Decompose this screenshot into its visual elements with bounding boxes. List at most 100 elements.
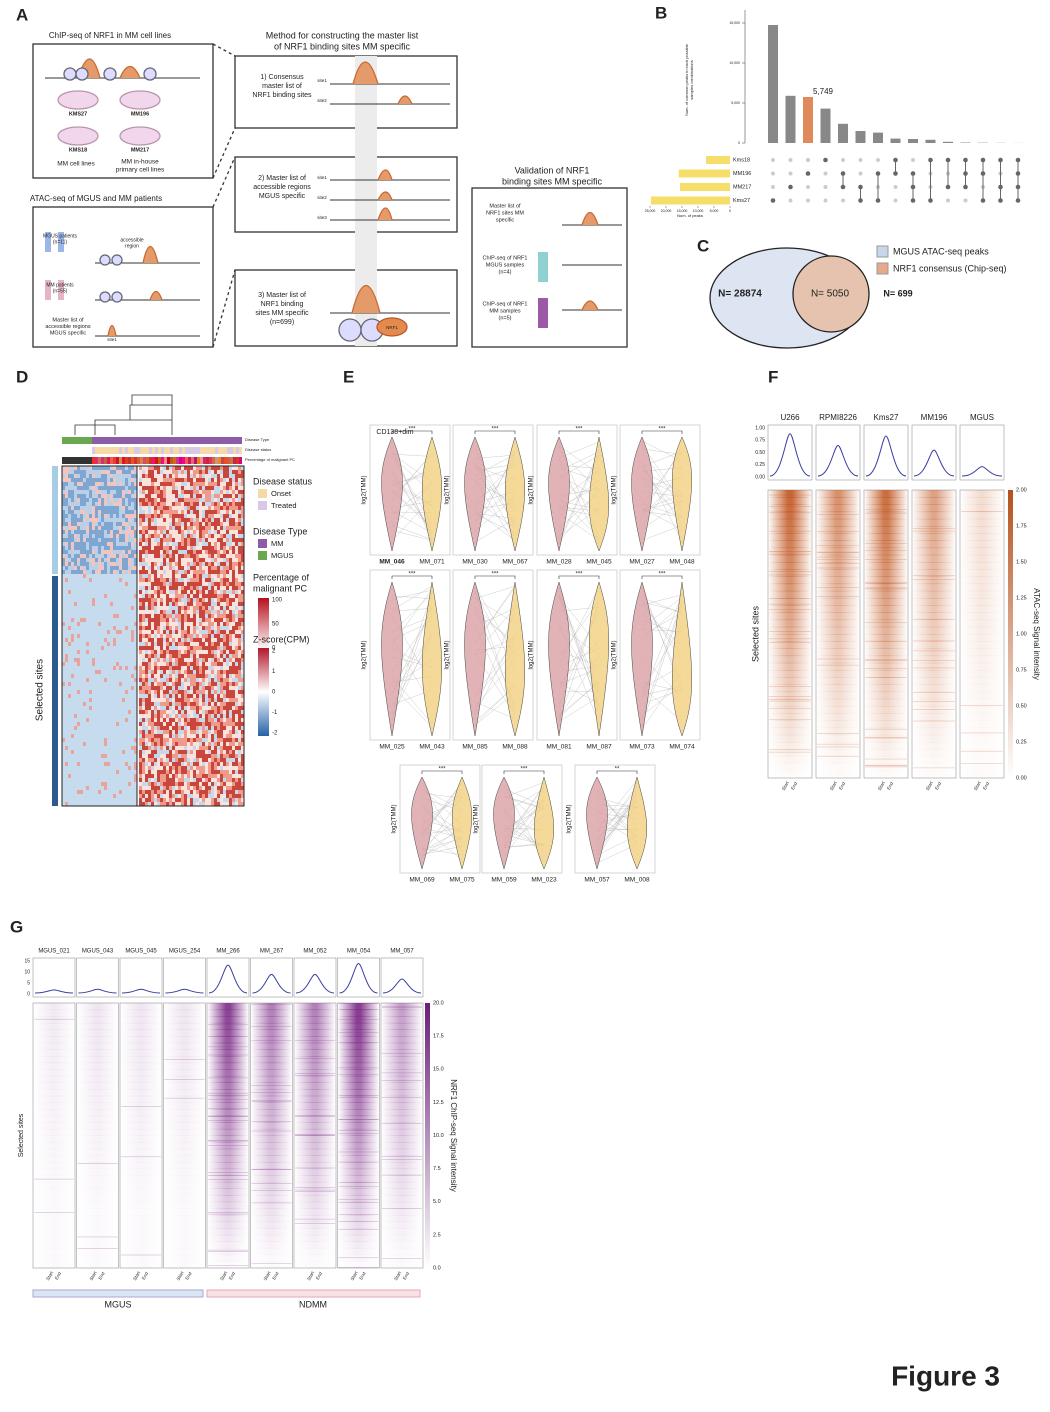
heatmap-cell (128, 726, 131, 730)
heatmap-cell (190, 482, 193, 486)
heatmap-cell (169, 598, 172, 602)
heatmap-cell (65, 530, 68, 534)
heatmap-cell (205, 582, 208, 586)
heatmap-cell (196, 706, 199, 710)
heatmap-cell (163, 546, 166, 550)
heatmap-cell (71, 722, 74, 726)
heatmap-cell (235, 530, 238, 534)
heatmap-cell (62, 526, 65, 530)
heatmap-cell (154, 750, 157, 754)
heatmap-cell (83, 610, 86, 614)
heatmap-cell (163, 538, 166, 542)
heatmap-cell (238, 574, 241, 578)
heatmap-cell (95, 558, 98, 562)
heatmap-cell (193, 610, 196, 614)
heatmap-cell (151, 542, 154, 546)
heatmap-cell (199, 578, 202, 582)
heatmap-cell (83, 482, 86, 486)
heatmap-cell (181, 578, 184, 582)
heatmap-cell (145, 530, 148, 534)
annot-status (167, 447, 170, 454)
heatmap-cell (71, 714, 74, 718)
annot-pct (122, 457, 125, 464)
heatmap-cell (163, 758, 166, 762)
heatmap-cell (178, 582, 181, 586)
heatmap-cell (241, 690, 244, 694)
heatmap-cell (62, 606, 65, 610)
heatmap-cell (68, 758, 71, 762)
heatmap-cell (193, 594, 196, 598)
annot-type (119, 437, 122, 444)
heatmap-cell (142, 622, 145, 626)
heatmap-cell (74, 746, 77, 750)
heatmap-cell (71, 670, 74, 674)
heatmap-cell (211, 742, 214, 746)
heatmap-cell (169, 734, 172, 738)
heatmap-cell (154, 586, 157, 590)
heatmap-cell (223, 614, 226, 618)
heatmap-cell (217, 686, 220, 690)
heatmap-cell (193, 530, 196, 534)
heatmap-cell (104, 522, 107, 526)
heatmap-cell (184, 590, 187, 594)
heatmap-cell (116, 610, 119, 614)
heatmap-cell (80, 558, 83, 562)
heatmap-cell (226, 474, 229, 478)
heatmap-cell (232, 490, 235, 494)
heatmap-cell (107, 698, 110, 702)
heatmap-cell (113, 522, 116, 526)
heatmap-cell (235, 742, 238, 746)
heatmap-cell (181, 670, 184, 674)
heatmap-cell (178, 682, 181, 686)
heatmap-cell (226, 646, 229, 650)
heatmap-cell (241, 594, 244, 598)
heatmap-cell (80, 670, 83, 674)
heatmap-cell (142, 614, 145, 618)
heatmap-cell (163, 490, 166, 494)
heatmap-cell (151, 766, 154, 770)
heatmap-cell (220, 578, 223, 582)
heatmap-cell (166, 562, 169, 566)
heatmap-cell (92, 514, 95, 518)
heatmap-cell (98, 730, 101, 734)
heatmap-cell (181, 738, 184, 742)
heatmap-cell (125, 598, 128, 602)
heatmap-cell (113, 482, 116, 486)
heatmap-cell (205, 534, 208, 538)
heatmap-cell (208, 530, 211, 534)
heatmap-cell (122, 670, 125, 674)
heatmap-cell (62, 678, 65, 682)
heatmap-cell (131, 674, 134, 678)
heatmap-cell (107, 694, 110, 698)
heatmap-cell (235, 714, 238, 718)
heatmap-cell (184, 598, 187, 602)
annot-pct (173, 457, 176, 464)
heatmap-cell (235, 490, 238, 494)
heatmap-cell (83, 530, 86, 534)
heatmap-cell (184, 550, 187, 554)
annot-status (191, 447, 194, 454)
heatmap-cell (122, 546, 125, 550)
heatmap-cell (187, 662, 190, 666)
heatmap-cell (205, 754, 208, 758)
heatmap-cell (199, 466, 202, 470)
heatmap-cell (139, 502, 142, 506)
heatmap-cell (190, 506, 193, 510)
heatmap-cell (205, 502, 208, 506)
heatmap-cell (172, 730, 175, 734)
heatmap-cell (89, 746, 92, 750)
heatmap-cell (187, 654, 190, 658)
heatmap-cell (125, 466, 128, 470)
heatmap-cell (241, 654, 244, 658)
heatmap-cell (241, 662, 244, 666)
heatmap-cell (131, 762, 134, 766)
heatmap-cell (178, 606, 181, 610)
heatmap-cell (86, 530, 89, 534)
heatmap-cell (223, 634, 226, 638)
heatmap-cell (151, 514, 154, 518)
heatmap-cell (241, 526, 244, 530)
heatmap-cell (134, 570, 137, 574)
heatmap-cell (145, 474, 148, 478)
heatmap-cell (110, 678, 113, 682)
heatmap-cell (232, 518, 235, 522)
